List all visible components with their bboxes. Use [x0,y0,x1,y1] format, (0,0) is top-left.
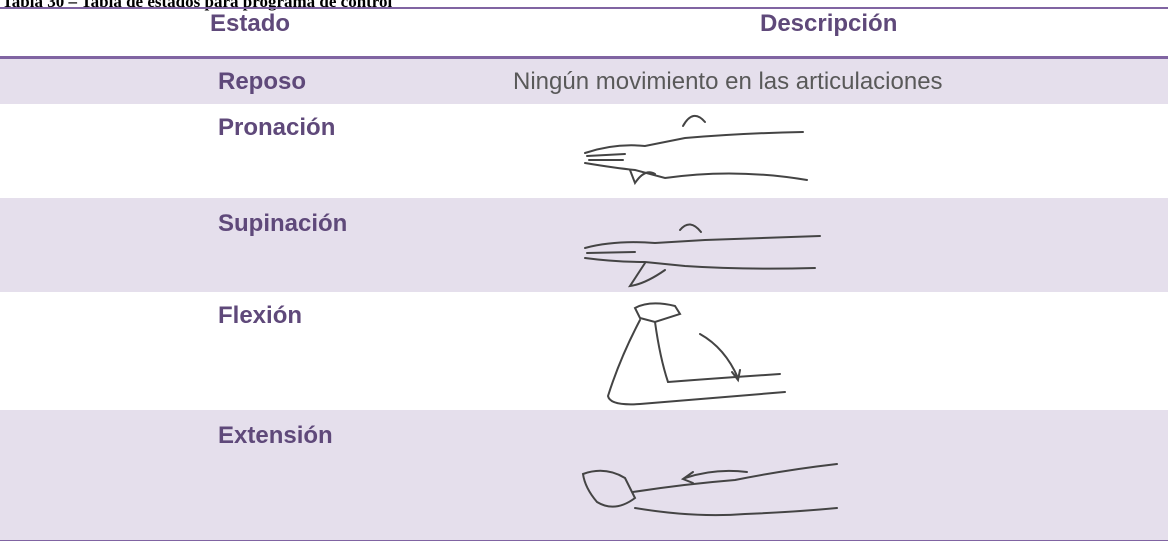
arm-illustration [581,463,838,517]
state-cell: Reposo [218,68,307,95]
table-row [0,292,1168,410]
table-row [0,198,1168,292]
state-cell: Flexión [218,302,303,329]
header-rule [0,56,1168,59]
state-cell: Pronación [218,114,336,141]
arm-illustration [584,115,808,186]
header-cell: Descripción [760,10,898,37]
state-cell: Extensión [218,422,333,449]
description-cell: Ningún movimiento en las articulaciones [513,68,943,95]
table-row [0,59,1168,104]
bottom-rule [0,540,1168,541]
arm-illustration [606,302,786,406]
arm-illustration [584,223,821,288]
top-rule [0,7,1168,9]
state-cell: Supinación [218,210,348,237]
header-cell: Estado [210,10,291,37]
table-caption: Tabla 30 – Tabla de estados para program… [2,0,393,11]
